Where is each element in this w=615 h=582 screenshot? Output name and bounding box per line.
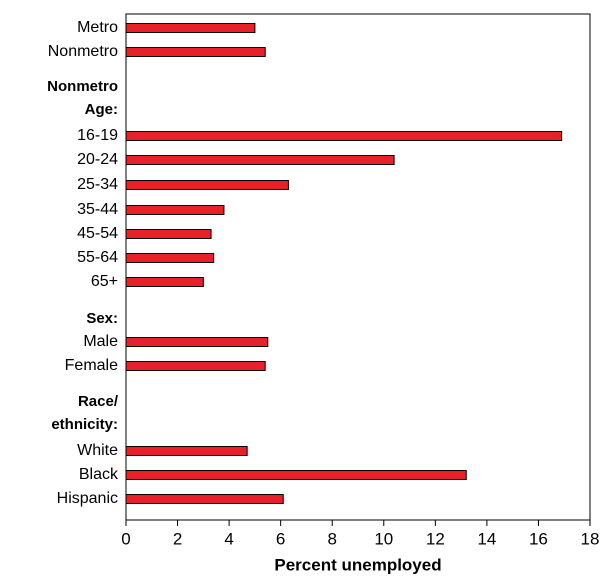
bar: [125, 337, 269, 347]
section-header: Sex:: [86, 310, 118, 327]
y-tick-label: Male: [83, 333, 118, 350]
bar: [125, 277, 204, 287]
y-tick-label: 35-44: [77, 201, 118, 218]
bar: [125, 253, 215, 263]
x-tick-label: 18: [581, 529, 600, 548]
bar: [125, 205, 225, 215]
y-tick-label: Hispanic: [57, 490, 118, 507]
bar: [125, 494, 284, 504]
section-header: Age:: [85, 101, 118, 118]
plot-frame: [125, 13, 591, 521]
bar: [125, 229, 212, 239]
section-header: Race/: [78, 393, 119, 410]
y-tick-label: Black: [79, 466, 119, 483]
y-tick-label: 20-24: [77, 151, 118, 168]
x-tick-label: 2: [173, 529, 182, 548]
x-axis-label: Percent unemployed: [274, 555, 441, 574]
section-header: ethnicity:: [51, 416, 118, 433]
y-tick-label: 25-34: [77, 176, 118, 193]
bar: [125, 131, 563, 141]
x-tick-label: 0: [121, 529, 130, 548]
x-tick-label: 12: [426, 529, 445, 548]
bar: [125, 47, 266, 57]
y-tick-label: Nonmetro: [48, 43, 118, 60]
section-header: Nonmetro: [47, 78, 118, 95]
y-tick-label: Metro: [77, 19, 118, 36]
bar: [125, 180, 289, 190]
y-tick-label: Female: [65, 357, 118, 374]
y-tick-label: 65+: [91, 273, 118, 290]
bar: [125, 23, 256, 33]
y-tick-label: 16-19: [77, 127, 118, 144]
x-tick-label: 14: [477, 529, 496, 548]
bar: [125, 470, 467, 480]
x-tick-label: 4: [224, 529, 233, 548]
x-tick-label: 6: [276, 529, 285, 548]
y-tick-label: White: [77, 442, 118, 459]
x-tick-label: 10: [374, 529, 393, 548]
bar: [125, 155, 395, 165]
bar: [125, 361, 266, 371]
bar: [125, 446, 248, 456]
x-tick-label: 8: [327, 529, 336, 548]
y-tick-label: 55-64: [77, 249, 118, 266]
x-tick-label: 16: [529, 529, 548, 548]
y-tick-label: 45-54: [77, 225, 118, 242]
